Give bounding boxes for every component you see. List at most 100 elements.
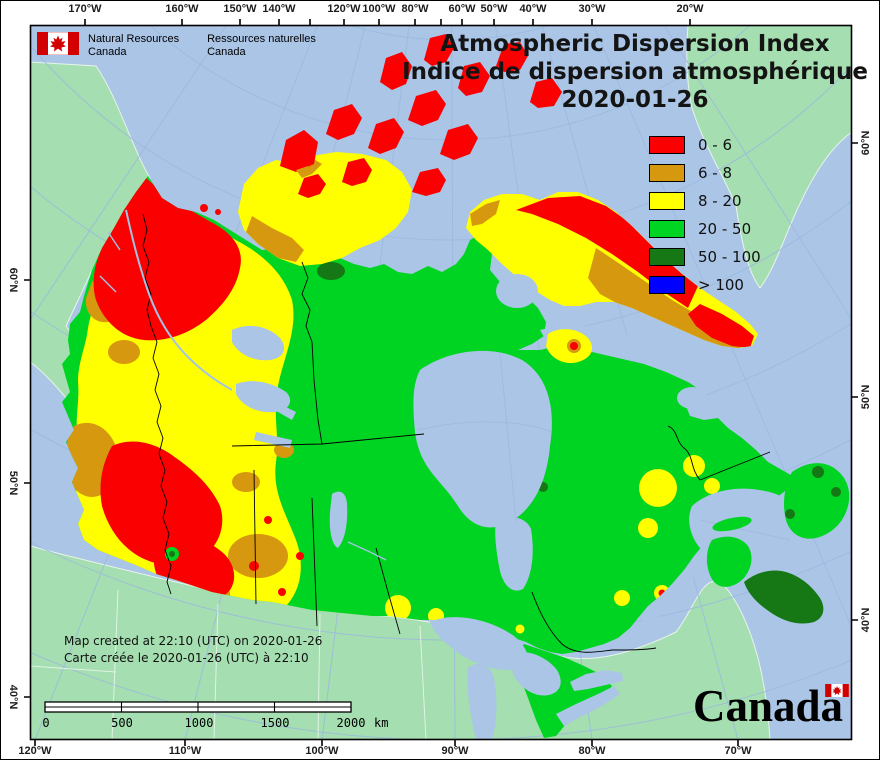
axis-label-top: 50°W bbox=[480, 3, 508, 15]
legend-swatch-yellow bbox=[649, 192, 685, 210]
map-title: Atmospheric Dispersion Index Indice de d… bbox=[400, 30, 870, 114]
great-slave-lake bbox=[236, 381, 291, 413]
graticule-water bbox=[417, 351, 791, 541]
canada-flag-icon bbox=[37, 32, 79, 55]
logo-text-en: Natural Resources Canada bbox=[88, 33, 180, 58]
axis-label-bottom: 120°W bbox=[18, 745, 52, 757]
axis-label-top: 30°W bbox=[578, 3, 606, 15]
legend: 0 - 6 6 - 8 8 - 20 20 - 50 50 - 100 > 10… bbox=[649, 131, 761, 299]
axis-label-top: 100°W bbox=[362, 3, 396, 15]
axis-label-right: 50°N bbox=[860, 384, 872, 410]
legend-swatch-green bbox=[649, 220, 685, 238]
island-orange-bit bbox=[296, 166, 312, 178]
axis-label-top: 140°W bbox=[262, 3, 296, 15]
anticosti-island bbox=[712, 516, 752, 532]
axis-label-top: 60°W bbox=[448, 3, 476, 15]
legend-row: 0 - 6 bbox=[649, 131, 761, 159]
darkgreen-spot bbox=[169, 551, 175, 557]
greenland-land bbox=[686, 25, 852, 289]
axis-label-bottom: 70°W bbox=[724, 745, 752, 757]
axis-label-bottom: 100°W bbox=[305, 745, 339, 757]
new-brunswick bbox=[706, 536, 752, 587]
us-state-borders bbox=[30, 589, 427, 740]
axis-label-left: 50°N bbox=[7, 470, 19, 496]
southampton-island bbox=[546, 329, 593, 364]
axis-label-bottom: 90°W bbox=[441, 745, 469, 757]
nova-scotia bbox=[744, 570, 824, 624]
scale-bar-labels: 0 500 1000 1500 2000 km bbox=[42, 716, 404, 730]
legend-row: 6 - 8 bbox=[649, 159, 761, 187]
scale-unit-label: km bbox=[374, 716, 389, 730]
legend-label: 6 - 8 bbox=[698, 164, 733, 182]
scale-tick-label: 1500 bbox=[260, 716, 290, 730]
legend-swatch-orange bbox=[649, 164, 685, 182]
lake-erie bbox=[556, 686, 620, 726]
axis-label-top: 20°W bbox=[676, 3, 704, 15]
axis-label-right: 40°N bbox=[860, 607, 872, 633]
legend-label: 8 - 20 bbox=[698, 192, 742, 210]
ungava-bay bbox=[677, 387, 707, 409]
zone-red bbox=[62, 178, 304, 608]
lake-michigan bbox=[467, 663, 497, 740]
rivers bbox=[99, 209, 387, 561]
axis-label-top: 170°W bbox=[68, 3, 102, 15]
scale-tick-label: 1000 bbox=[184, 716, 214, 730]
wordmark-flag-icon bbox=[825, 684, 849, 697]
axis-label-top: 150°W bbox=[223, 3, 257, 15]
scale-bar-graphic bbox=[44, 701, 352, 713]
scale-bar: 0 500 1000 1500 2000 km bbox=[42, 701, 404, 730]
st-lawrence-river bbox=[642, 548, 716, 628]
scale-tick-label: 500 bbox=[111, 716, 133, 730]
great-bear-lake bbox=[232, 325, 285, 361]
axis-label-bottom: 80°W bbox=[578, 745, 606, 757]
axis-ticks bbox=[24, 19, 858, 746]
foxe-basin bbox=[496, 274, 538, 308]
legend-label: 50 - 100 bbox=[698, 248, 761, 266]
legend-label: > 100 bbox=[698, 276, 744, 294]
axis-label-left: 40°N bbox=[7, 684, 19, 710]
legend-swatch-red bbox=[649, 136, 685, 154]
axis-label-top: 80°W bbox=[401, 3, 429, 15]
atlantic-canada bbox=[706, 463, 850, 624]
canada-wordmark: Canada bbox=[693, 681, 849, 731]
hudson-bay bbox=[413, 350, 552, 528]
lake-winnipeg bbox=[329, 491, 348, 548]
arctic-islands bbox=[200, 34, 562, 215]
axis-label-top: 120°W bbox=[327, 3, 361, 15]
legend-swatch-blue bbox=[649, 276, 685, 294]
legend-swatch-darkgreen bbox=[649, 248, 685, 266]
logo-text-fr: Ressources naturelles Canada bbox=[207, 33, 316, 58]
title-date: 2020-01-26 bbox=[561, 87, 709, 113]
title-fr: Indice de dispersion atmosphérique bbox=[402, 59, 868, 85]
axis-label-top: 40°W bbox=[519, 3, 547, 15]
lake-huron bbox=[510, 651, 561, 696]
axis-label-top: 160°W bbox=[165, 3, 199, 15]
credits-line-fr: Carte créée le 2020-01-26 (UTC) à 22:10 bbox=[64, 651, 309, 665]
title-en: Atmospheric Dispersion Index bbox=[440, 31, 830, 57]
axis-label-bottom: 110°W bbox=[168, 745, 202, 757]
legend-row: 50 - 100 bbox=[649, 243, 761, 271]
legend-row: 20 - 50 bbox=[649, 215, 761, 243]
mainland-adi-zones bbox=[62, 178, 780, 654]
legend-row: > 100 bbox=[649, 271, 761, 299]
axis-label-left: 60°N bbox=[7, 267, 19, 293]
inland-waters bbox=[232, 274, 799, 740]
lake-ontario bbox=[570, 670, 623, 691]
legend-row: 8 - 20 bbox=[649, 187, 761, 215]
scale-tick-label: 2000 bbox=[336, 716, 366, 730]
legend-label: 0 - 6 bbox=[698, 136, 733, 154]
lake-athabasca bbox=[254, 432, 292, 448]
scale-tick-label: 0 bbox=[42, 716, 50, 730]
map-credits: Map created at 22:10 (UTC) on 2020-01-26… bbox=[64, 633, 322, 667]
axis-label-right: 60°N bbox=[860, 130, 872, 156]
wordmark-text: Canada bbox=[693, 681, 844, 731]
newfoundland bbox=[784, 463, 850, 539]
province-borders bbox=[142, 213, 771, 653]
lake-superior bbox=[430, 617, 528, 671]
legend-label: 20 - 50 bbox=[698, 220, 752, 238]
james-bay bbox=[495, 517, 533, 591]
credits-line-en: Map created at 22:10 (UTC) on 2020-01-26 bbox=[64, 634, 323, 648]
nrcan-logo: Natural Resources Canada Ressources natu… bbox=[37, 32, 344, 59]
